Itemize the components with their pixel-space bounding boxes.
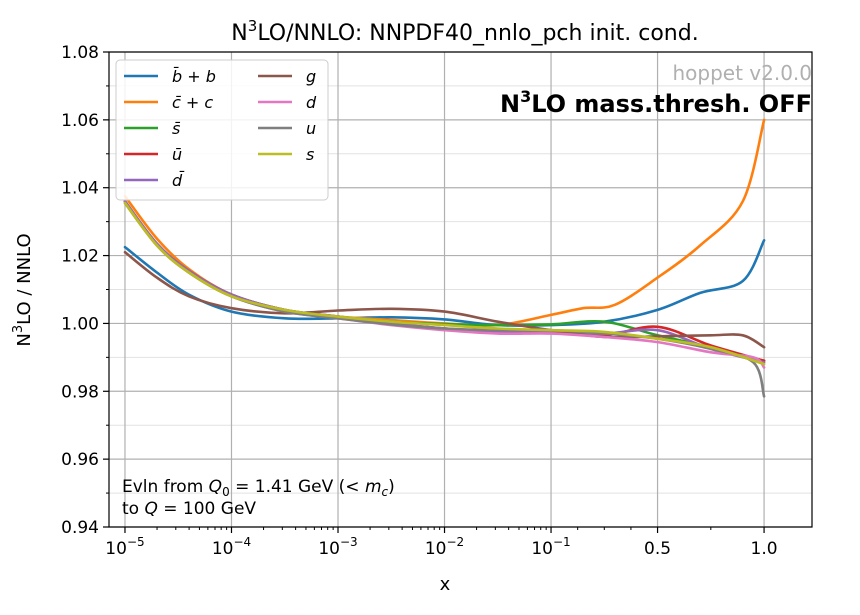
x-tick-label: 10−1 [531,535,570,559]
x-tick-label: 10−5 [105,535,144,559]
x-tick-label: 1.0 [751,539,778,559]
y-tick-label: 1.00 [61,314,99,334]
evolution-annotation-line1: Evln from Q0 = 1.41 GeV (< mc) [122,477,395,499]
y-tick-label: 1.04 [61,179,99,199]
x-tick-label: 10−3 [318,535,357,559]
legend-box [115,59,329,201]
y-tick-label: 1.08 [61,43,99,63]
axis-layer: 0.94 0.96 0.98 1.00 1.02 1.04 1.06 1.08 10−5 10−4… [61,43,777,559]
y-tick-label: 0.98 [61,382,99,402]
y-axis-label: N3LO / NNLO [11,233,35,346]
y-tick-label: 1.06 [61,111,99,131]
legend-label: ū [172,145,182,164]
y-tick-label: 0.94 [61,518,99,538]
legend-label: u [306,119,316,138]
legend-label: d [306,93,317,112]
legend-label: b̄ + b [172,67,216,86]
legend-label: d̄ [172,171,185,190]
plot-frame [108,51,813,528]
legend-label: g [306,67,316,86]
chart-title: N3LO/NNLO: NNPDF40_nnlo_pch init. cond. [231,17,698,46]
x-tick-label: 10−2 [425,535,464,559]
legend-label: c̄ + c [172,93,213,112]
mass-thresh-annotation: N3LO mass.thresh. OFF [500,87,812,118]
version-annotation: hoppet v2.0.0 [672,61,812,85]
evolution-annotation-line2: to Q = 100 GeV [122,499,256,519]
legend-label: s̄ [172,119,181,138]
x-tick-label: 0.5 [644,539,671,559]
series-layer [123,118,766,398]
x-axis-label: x [440,574,451,595]
x-tick-label: 10−4 [212,535,251,559]
series-line-6 [123,250,766,349]
y-tick-label: 1.02 [61,247,99,267]
y-tick-label: 0.96 [61,450,99,470]
legend-label: s [306,145,314,164]
series-line-9 [123,201,766,366]
